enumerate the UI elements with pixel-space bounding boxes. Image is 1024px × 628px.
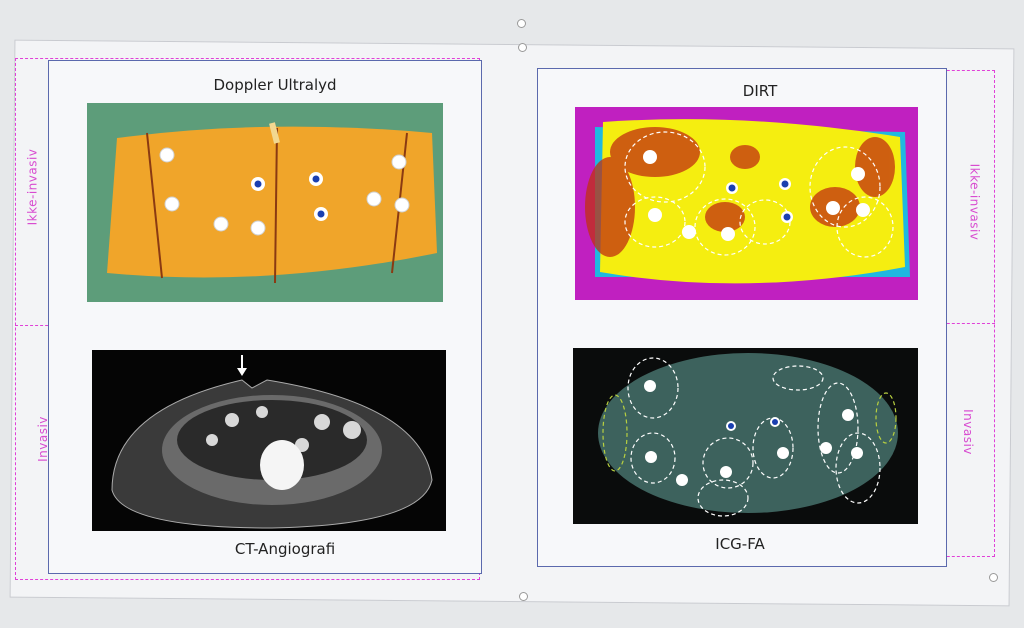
label-left-invasive: Invasiv: [35, 416, 50, 462]
label-left-noninvasive: Ikke-invasiv: [25, 148, 40, 226]
title-dirt: DIRT: [742, 82, 778, 100]
label-right-noninvasive: Ikke-invasiv: [967, 163, 982, 241]
ct-angiography-image: [92, 350, 446, 531]
rotate-handle[interactable]: [517, 19, 526, 28]
title-icg: ICG-FA: [715, 535, 765, 553]
resize-handle-top[interactable]: [518, 43, 527, 52]
doppler-image: [87, 103, 443, 302]
label-right-invasive: Invasiv: [960, 409, 975, 455]
dirt-thermal-image: [575, 107, 918, 300]
resize-handle-bottom-right[interactable]: [989, 573, 998, 582]
title-ct: CT-Angiografi: [234, 540, 336, 558]
title-doppler: Doppler Ultralyd: [213, 76, 337, 94]
icg-fa-image: [573, 348, 918, 524]
resize-handle-bottom[interactable]: [519, 592, 528, 601]
